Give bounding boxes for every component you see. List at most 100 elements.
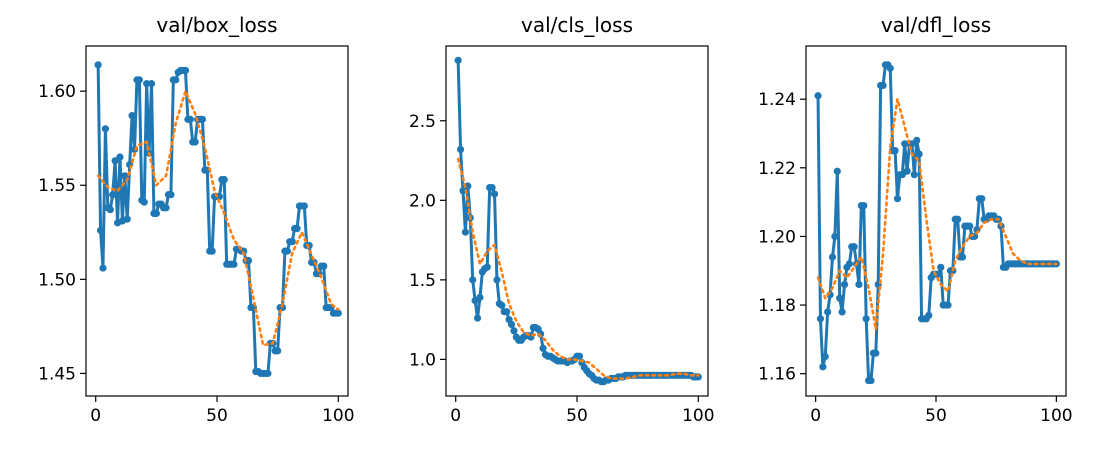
data-point <box>966 222 974 230</box>
smoothed-series-line <box>96 89 340 347</box>
data-point <box>191 138 199 146</box>
x-tick-label: 0 <box>90 406 101 426</box>
results-series-line <box>456 58 700 384</box>
data-point <box>264 369 272 378</box>
data-point <box>862 315 870 323</box>
y-tick-label: 1.16 <box>758 365 796 385</box>
data-point <box>816 315 825 323</box>
y-tick-label: 1.5 <box>409 271 436 291</box>
subplot-cls-loss: val/cls_loss 0 50 100 1.0 1.5 2.0 2.5 <box>409 13 715 426</box>
data-point <box>893 195 902 203</box>
data-point <box>123 215 131 223</box>
data-point <box>128 112 136 120</box>
data-point <box>106 206 114 214</box>
x-tick-label: 50 <box>566 406 588 426</box>
data-point <box>483 263 491 271</box>
data-point <box>96 226 105 235</box>
axes-frame <box>805 45 1067 397</box>
y-tick-label: 1.22 <box>758 159 796 179</box>
data-point <box>300 202 308 210</box>
data-point <box>903 167 911 175</box>
data-point <box>872 349 880 357</box>
data-point <box>274 347 282 355</box>
data-point <box>454 56 462 64</box>
data-point <box>978 195 986 203</box>
data-point <box>320 262 328 270</box>
data-point <box>855 280 863 289</box>
y-tick-label: 1.50 <box>38 270 76 290</box>
data-point <box>488 183 496 192</box>
data-point <box>461 228 470 236</box>
data-point <box>186 115 194 123</box>
x-tick-label: 0 <box>810 406 821 426</box>
y-tick-label: 1.60 <box>38 82 76 102</box>
data-point <box>101 125 110 133</box>
data-point <box>910 171 918 179</box>
data-point <box>473 314 482 322</box>
x-tick-label: 100 <box>1040 406 1072 426</box>
data-point <box>915 150 923 158</box>
data-point <box>172 76 180 84</box>
data-point <box>954 215 962 223</box>
data-point <box>836 294 844 302</box>
data-point <box>293 224 301 233</box>
smoothed-series-line <box>816 97 1058 331</box>
data-point <box>824 308 832 316</box>
data-point <box>162 204 170 212</box>
data-point <box>867 376 875 385</box>
data-point <box>181 66 190 75</box>
data-point <box>860 201 868 210</box>
data-point <box>152 209 160 218</box>
chart-title: val/box_loss <box>156 13 277 37</box>
data-point <box>840 280 849 289</box>
data-point <box>886 64 894 72</box>
subplot-dfl-loss: val/dfl_loss 0 50 100 1.16 1.18 1.20 1.22 1.24 <box>758 13 1072 426</box>
data-point <box>230 260 238 268</box>
data-point <box>147 80 156 88</box>
y-tick-label: 2.5 <box>409 112 436 132</box>
x-tick-label: 0 <box>450 406 461 426</box>
data-point <box>814 92 822 100</box>
data-point <box>493 276 501 284</box>
chart-title: val/dfl_loss <box>881 13 991 37</box>
x-tick-label: 50 <box>925 406 947 426</box>
data-point <box>198 115 207 123</box>
data-point <box>539 344 547 352</box>
x-tick-label: 100 <box>322 406 354 426</box>
y-tick-label: 1.20 <box>758 227 796 247</box>
data-point <box>490 190 499 198</box>
smoothed-series-line <box>456 157 700 380</box>
data-point <box>456 145 465 154</box>
data-point <box>111 157 119 165</box>
axes-frame <box>445 45 709 397</box>
data-point <box>913 136 921 144</box>
data-point <box>220 176 228 184</box>
data-point <box>845 260 853 268</box>
x-tick-label: 50 <box>206 406 228 426</box>
y-tick-label: 1.0 <box>409 350 436 370</box>
data-point <box>140 198 148 206</box>
y-tick-label: 1.45 <box>38 364 76 384</box>
data-point <box>116 153 124 161</box>
data-point <box>958 253 967 261</box>
data-point <box>459 187 467 195</box>
y-tick-label: 2.0 <box>409 191 436 211</box>
data-point <box>833 167 841 175</box>
data-point <box>828 253 837 261</box>
results-series-line <box>816 63 1058 383</box>
x-tick-label: 100 <box>682 406 714 426</box>
data-point <box>891 147 899 155</box>
data-point <box>503 308 511 316</box>
chart-title: val/cls_loss <box>521 13 633 37</box>
data-point <box>208 247 216 255</box>
data-point <box>476 293 484 301</box>
data-point <box>831 232 839 241</box>
data-point <box>925 311 933 319</box>
data-point <box>167 191 175 199</box>
data-point <box>510 327 518 335</box>
data-point <box>288 238 296 246</box>
data-point <box>94 61 102 69</box>
data-point <box>283 247 291 255</box>
data-point <box>934 270 943 278</box>
